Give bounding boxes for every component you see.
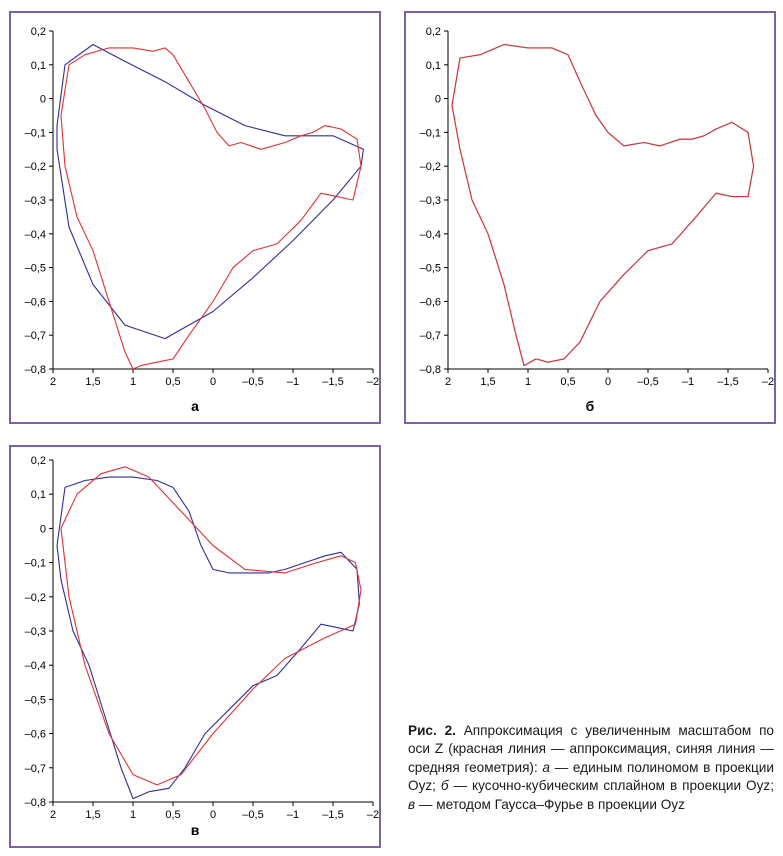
series-line-2 bbox=[60, 47, 362, 370]
caption-c: в bbox=[408, 796, 416, 812]
y-tick-label: 0,2 bbox=[31, 455, 46, 467]
y-tick-label: –0,1 bbox=[25, 558, 46, 570]
series-line-1 bbox=[56, 43, 364, 340]
x-tick-label: 0 bbox=[210, 809, 216, 821]
y-tick-label: 0,1 bbox=[31, 489, 46, 501]
x-tick-label: –2 bbox=[762, 376, 774, 388]
y-tick-label: –0,5 bbox=[25, 694, 46, 706]
series-line-2 bbox=[451, 43, 755, 367]
y-tick-label: –0,7 bbox=[25, 330, 46, 342]
x-tick-label: 2 bbox=[50, 376, 56, 388]
x-tick-label: –1 bbox=[287, 376, 299, 388]
x-tick-label: 1,5 bbox=[85, 376, 100, 388]
caption-a: а bbox=[542, 759, 550, 775]
x-tick-label: 1 bbox=[525, 376, 531, 388]
caption-text-2: — единым полиномом в проекции Oyz; bbox=[408, 759, 774, 794]
y-tick-label: –0,1 bbox=[25, 127, 46, 139]
y-tick-label: –0,2 bbox=[420, 161, 441, 173]
y-tick-label: –0,3 bbox=[420, 195, 441, 207]
x-tick-label: –1 bbox=[287, 809, 299, 821]
panel-a: 2 1,5 1 0,5 0 –0,5 –1 –1,5 –2 0,2 0,1 0 –0,1 –0,2 –0,3… bbox=[9, 11, 381, 424]
chart-b: 2 1,5 1 0,5 0 –0,5 –1 –1,5 –2 0,2 0,1 0 –0,1 –0,2 –0,3… bbox=[420, 26, 774, 388]
x-tick-label: 0 bbox=[605, 376, 611, 388]
y-tick-label: –0,1 bbox=[420, 127, 441, 139]
y-tick-label: –0,3 bbox=[25, 195, 46, 207]
y-tick-label: 0 bbox=[40, 94, 46, 106]
caption-figure-number: Рис. 2. bbox=[408, 723, 456, 738]
y-tick-label: 0 bbox=[40, 523, 46, 535]
series-line-1 bbox=[451, 43, 755, 367]
y-tick-label: 0,1 bbox=[31, 60, 46, 72]
y-tick-label: –0,4 bbox=[25, 229, 46, 241]
x-tick-label: 0,5 bbox=[165, 809, 180, 821]
panel-label-a: а bbox=[191, 398, 199, 414]
caption-b: б bbox=[440, 778, 449, 794]
y-tick-label: 0,2 bbox=[426, 26, 441, 38]
y-tick-label: –0,5 bbox=[25, 263, 46, 275]
caption-text-1: Аппроксимация с увеличенным масштабом по… bbox=[408, 723, 774, 775]
series-line-1 bbox=[56, 476, 360, 800]
y-tick-label: –0,7 bbox=[25, 763, 46, 775]
x-tick-label: –0,5 bbox=[242, 376, 263, 388]
chart-a: 2 1,5 1 0,5 0 –0,5 –1 –1,5 –2 0,2 0,1 0 –0,1 –0,2 –0,3… bbox=[25, 26, 379, 388]
y-tick-label: –0,8 bbox=[420, 364, 441, 376]
x-tick-label: 1 bbox=[130, 809, 136, 821]
y-tick-label: –0,6 bbox=[25, 296, 46, 308]
x-tick-label: –2 bbox=[367, 809, 379, 821]
panel-c: 2 1,5 1 0,5 0 –0,5 –1 –1,5 –2 0,2 0,1 0 –0,1 –0,2 –0,3… bbox=[9, 445, 381, 848]
panel-label-b: б bbox=[585, 398, 595, 414]
panel-label-c: в bbox=[190, 822, 200, 838]
x-tick-label: 1,5 bbox=[85, 809, 100, 821]
y-tick-label: 0,2 bbox=[31, 26, 46, 38]
x-tick-label: 2 bbox=[50, 809, 56, 821]
y-tick-label: –0,4 bbox=[420, 229, 441, 241]
y-tick-label: –0,5 bbox=[420, 263, 441, 275]
y-tick-label: 0,1 bbox=[426, 60, 441, 72]
panel-b: 2 1,5 1 0,5 0 –0,5 –1 –1,5 –2 0,2 0,1 0 –0,1 –0,2 –0,3… bbox=[404, 11, 776, 424]
chart-c: 2 1,5 1 0,5 0 –0,5 –1 –1,5 –2 0,2 0,1 0 –0,1 –0,2 –0,3… bbox=[25, 455, 379, 821]
y-tick-label: –0,4 bbox=[25, 660, 46, 672]
x-tick-label: 2 bbox=[445, 376, 451, 388]
y-tick-label: –0,3 bbox=[25, 626, 46, 638]
y-tick-label: 0 bbox=[435, 94, 441, 106]
x-tick-label: 0 bbox=[210, 376, 216, 388]
x-tick-label: 0,5 bbox=[560, 376, 575, 388]
series-line-2 bbox=[60, 466, 362, 786]
x-tick-label: –0,5 bbox=[242, 809, 263, 821]
x-tick-label: –1,5 bbox=[717, 376, 738, 388]
y-tick-label: –0,8 bbox=[25, 797, 46, 809]
caption-text-4: — методом Гаусса–Фурье в проекции Oyz bbox=[415, 796, 685, 812]
x-tick-label: –1,5 bbox=[322, 809, 343, 821]
caption-text-3: — кусочно-кубическим сплайном в проекции… bbox=[448, 778, 774, 794]
x-tick-label: –1,5 bbox=[322, 376, 343, 388]
y-tick-label: –0,2 bbox=[25, 592, 46, 604]
x-tick-label: –0,5 bbox=[637, 376, 658, 388]
y-tick-label: –0,6 bbox=[25, 729, 46, 741]
x-tick-label: 1,5 bbox=[480, 376, 495, 388]
y-tick-label: –0,8 bbox=[25, 364, 46, 376]
x-tick-label: –1 bbox=[682, 376, 694, 388]
y-tick-label: –0,6 bbox=[420, 296, 441, 308]
y-tick-label: –0,2 bbox=[25, 161, 46, 173]
figure-caption: Рис. 2. Аппроксимация с увеличенным масш… bbox=[408, 722, 774, 814]
y-tick-label: –0,7 bbox=[420, 330, 441, 342]
x-tick-label: 0,5 bbox=[165, 376, 180, 388]
x-tick-label: –2 bbox=[367, 376, 379, 388]
x-tick-label: 1 bbox=[130, 376, 136, 388]
